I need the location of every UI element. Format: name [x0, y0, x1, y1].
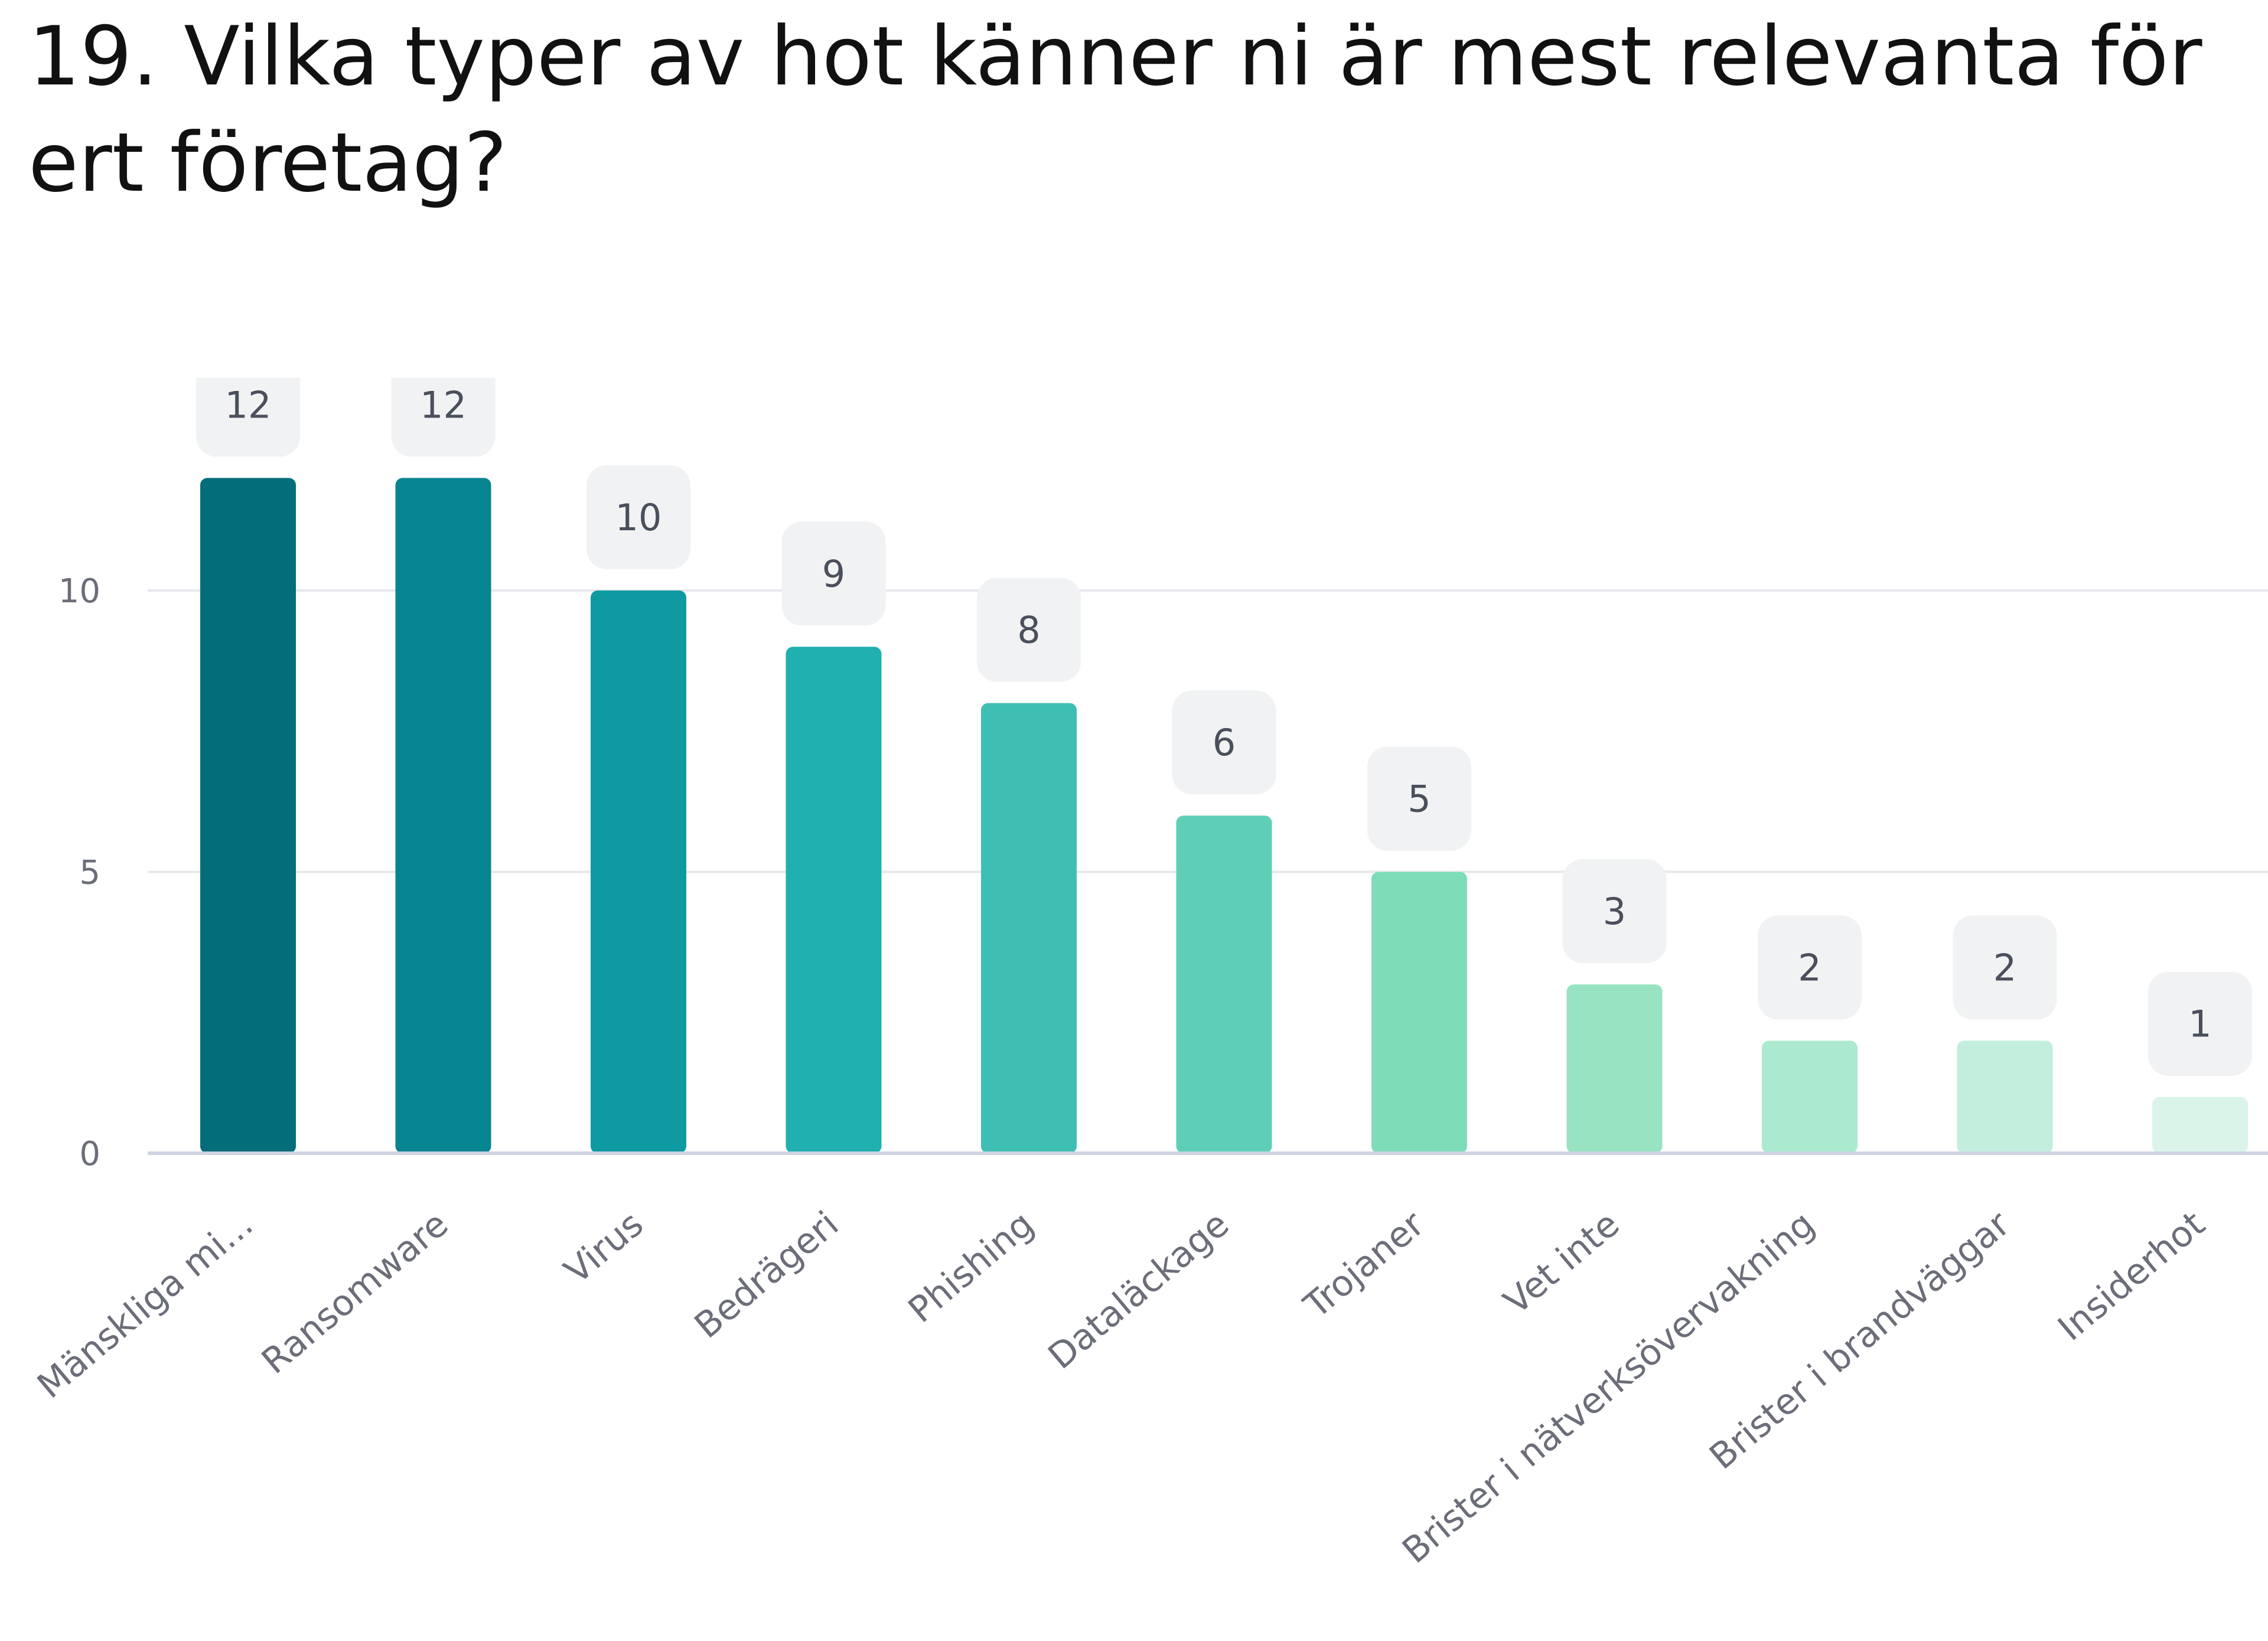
bar: [2152, 1097, 2248, 1153]
bar: [981, 703, 1077, 1153]
data-label-badge: [391, 378, 496, 457]
x-tick-label: Ransomware: [254, 1203, 456, 1382]
data-label-badge: [1758, 915, 1862, 1020]
y-tick-label: 5: [79, 854, 100, 892]
data-label: 5: [1407, 778, 1430, 821]
data-labels: 12 12 10 9 8 6 5 3 2 2 1: [196, 378, 2252, 1076]
x-tick-label: Bedrägeri: [687, 1203, 846, 1347]
data-label: 8: [1017, 609, 1040, 652]
data-label: 10: [615, 496, 662, 539]
data-label-badge: [2148, 971, 2252, 1076]
bar: [786, 647, 882, 1153]
x-tick-label: Mänskliga mi...: [30, 1203, 260, 1407]
data-label: 2: [1798, 946, 1821, 989]
data-label-badge: [586, 465, 690, 569]
x-tick-label: Vet inte: [1496, 1203, 1627, 1323]
data-label-badge: [1367, 746, 1471, 851]
y-tick-label: 10: [58, 572, 100, 611]
y-tick-label: 0: [79, 1135, 100, 1173]
data-label-badge: [196, 378, 300, 457]
chart-title: 19. Vilka typer av hot känner ni är mest…: [28, 9, 2202, 210]
data-label: 2: [1993, 946, 2016, 989]
bar: [591, 591, 686, 1153]
y-axis-ticks: 0 5 10: [58, 572, 100, 1173]
bar: [395, 478, 491, 1153]
bar: [1371, 872, 1467, 1153]
data-label-badge: [977, 578, 1081, 682]
x-axis-categories: Mänskliga mi...Ransomware Virus Bedrägeri P…: [30, 1203, 2212, 1572]
data-label: 1: [2188, 1003, 2211, 1046]
x-tick-label: Virus: [556, 1203, 651, 1292]
x-tick-label: Phishing: [901, 1203, 1042, 1331]
data-label: 12: [225, 383, 272, 426]
x-tick-label: Insiderhot: [2050, 1203, 2212, 1349]
data-label: 9: [822, 552, 845, 595]
bar: [1762, 1040, 1858, 1153]
bar: [1566, 984, 1663, 1153]
bar: [200, 478, 296, 1153]
x-tick-label: Brister i nätverksövervakning: [1394, 1203, 1822, 1572]
bars: [200, 478, 2248, 1153]
data-label-badge: [1172, 690, 1276, 795]
x-tick-label: Trojaner: [1296, 1203, 1432, 1327]
data-label-badge: [1953, 915, 2057, 1020]
bar: [1176, 815, 1272, 1153]
data-label: 12: [420, 383, 467, 426]
bar: [1957, 1040, 2053, 1153]
data-label-badge: [1562, 859, 1667, 964]
x-tick-label: Dataläckage: [1041, 1203, 1237, 1378]
data-label: 6: [1213, 721, 1236, 764]
data-label-badge: [781, 521, 886, 626]
data-label: 3: [1603, 890, 1626, 933]
